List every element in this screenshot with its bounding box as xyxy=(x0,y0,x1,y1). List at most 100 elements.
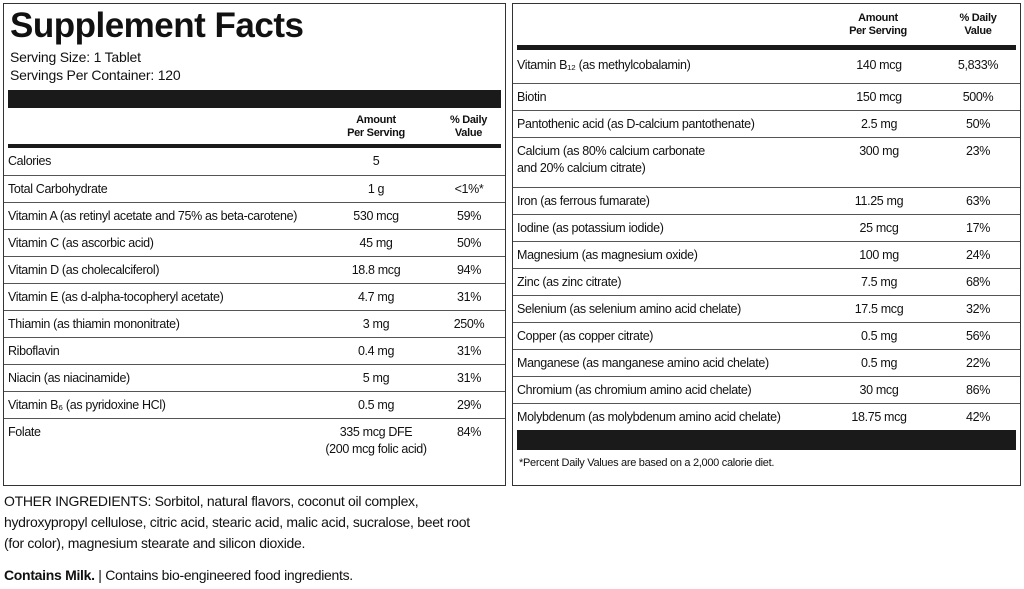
table-row: Folate 335 mcg DFE (200 mcg folic acid) 84… xyxy=(4,418,505,482)
daily-value: 86% xyxy=(966,383,990,397)
amount: 0.4 mg xyxy=(357,344,395,358)
contains-bold: Contains Milk. xyxy=(4,567,95,583)
amount: 335 mcg DFE (200 mcg folic acid) xyxy=(325,425,427,456)
title: Supplement Facts xyxy=(10,6,304,45)
table-row: Iron (as ferrous fumarate) 11.25 mg 63% xyxy=(513,187,1020,215)
nutrient-name: Vitamin A (as retinyl acetate and 75% as… xyxy=(8,209,298,223)
amount: 25 mcg xyxy=(859,221,899,235)
contains-rest: | Contains bio-engineered food ingredien… xyxy=(98,567,353,583)
serving-size: Serving Size: 1 Tablet xyxy=(10,49,141,65)
nutrient-name: Pantothenic acid (as D-calcium pantothen… xyxy=(517,117,755,131)
column-header: % Daily Value xyxy=(449,114,488,139)
nutrient-name: Vitamin B₁₂ (as methylcobalamin) xyxy=(517,58,691,72)
amount: 11.25 mg xyxy=(854,194,904,208)
contains: Contains Milk. | Contains bio-engineered… xyxy=(4,565,353,586)
table-row: Vitamin A (as retinyl acetate and 75% as… xyxy=(4,202,505,230)
amount: 1 g xyxy=(367,182,385,196)
amount: 140 mcg xyxy=(856,58,902,72)
table-row: Calcium (as 80% calcium carbonate and 20… xyxy=(513,137,1020,188)
table-row: Thiamin (as thiamin mononitrate) 3 mg 250% xyxy=(4,310,505,338)
amount: 0.5 mg xyxy=(860,329,898,343)
left-panel: Supplement Facts Serving Size: 1 Tablet … xyxy=(3,3,506,486)
table-row: Manganese (as manganese amino acid chela… xyxy=(513,349,1020,377)
table-row: Calories 5 xyxy=(4,148,505,175)
daily-value: 24% xyxy=(966,248,990,262)
daily-value: 29% xyxy=(457,398,481,412)
table-row: Magnesium (as magnesium oxide) 100 mg 24% xyxy=(513,241,1020,269)
table-row: Vitamin B₆ (as pyridoxine HCl) 0.5 mg 29% xyxy=(4,391,505,419)
table-row: Pantothenic acid (as D-calcium pantothen… xyxy=(513,110,1020,138)
daily-value: 59% xyxy=(457,209,481,223)
nutrient-name: Molybdenum (as molybdenum amino acid che… xyxy=(517,410,781,424)
nutrient-name: Thiamin (as thiamin mononitrate) xyxy=(8,317,180,331)
table-row: Biotin 150 mcg 500% xyxy=(513,83,1020,111)
amount: 0.5 mg xyxy=(860,356,898,370)
nutrient-name: Calcium (as 80% calcium carbonate and 20… xyxy=(517,144,705,175)
column-header: Amount Per Serving xyxy=(347,114,405,139)
table-row: Vitamin D (as cholecalciferol) 18.8 mcg 94… xyxy=(4,256,505,284)
amount: 3 mg xyxy=(362,317,390,331)
table-row: Copper (as copper citrate) 0.5 mg 56% xyxy=(513,322,1020,350)
nutrient-name: Iron (as ferrous fumarate) xyxy=(517,194,650,208)
amount: 5 xyxy=(372,154,380,168)
servings-per-container: Servings Per Container: 120 xyxy=(10,67,181,83)
table-row: Riboflavin 0.4 mg 31% xyxy=(4,337,505,365)
nutrient-name: Biotin xyxy=(517,90,547,104)
nutrient-name: Selenium (as selenium amino acid chelate… xyxy=(517,302,741,316)
amount: 150 mcg xyxy=(856,90,902,104)
daily-value: 42% xyxy=(966,410,990,424)
nutrient-name: Riboflavin xyxy=(8,344,60,358)
amount: 5 mg xyxy=(362,371,390,385)
nutrient-name: Vitamin D (as cholecalciferol) xyxy=(8,263,160,277)
daily-value: 250% xyxy=(453,317,485,331)
nutrient-name: Magnesium (as magnesium oxide) xyxy=(517,248,698,262)
daily-value: 56% xyxy=(966,329,990,343)
nutrient-name: Vitamin C (as ascorbic acid) xyxy=(8,236,154,250)
amount: 4.7 mg xyxy=(357,290,395,304)
nutrient-name: Niacin (as niacinamide) xyxy=(8,371,130,385)
daily-value: 50% xyxy=(966,117,990,131)
amount: 7.5 mg xyxy=(860,275,898,289)
nutrient-name: Total Carbohydrate xyxy=(8,182,108,196)
table-row: Selenium (as selenium amino acid chelate… xyxy=(513,295,1020,323)
amount: 530 mcg xyxy=(353,209,399,223)
daily-value: 84% xyxy=(457,425,481,439)
amount: 45 mg xyxy=(359,236,393,250)
daily-value: 94% xyxy=(457,263,481,277)
black-bar xyxy=(8,90,501,108)
daily-value: 22% xyxy=(966,356,990,370)
daily-value: 500% xyxy=(962,90,994,104)
daily-value: 31% xyxy=(457,371,481,385)
thick-rule xyxy=(517,45,1016,50)
nutrient-name: Vitamin B₆ (as pyridoxine HCl) xyxy=(8,398,166,412)
table-row: Total Carbohydrate 1 g <1%* xyxy=(4,175,505,203)
amount: 100 mg xyxy=(859,248,899,262)
right-panel: Amount Per Serving % Daily Value *Percen… xyxy=(512,3,1021,486)
table-row: Vitamin C (as ascorbic acid) 45 mg 50% xyxy=(4,229,505,257)
amount: 30 mcg xyxy=(859,383,899,397)
table-row: Chromium (as chromium amino acid chelate… xyxy=(513,376,1020,404)
table-row: Iodine (as potassium iodide) 25 mcg 17% xyxy=(513,214,1020,242)
nutrient-name: Chromium (as chromium amino acid chelate… xyxy=(517,383,752,397)
amount: 18.75 mcg xyxy=(851,410,907,424)
footnote: *Percent Daily Values are based on a 2,0… xyxy=(519,457,775,469)
nutrient-name: Iodine (as potassium iodide) xyxy=(517,221,664,235)
daily-value: 5,833% xyxy=(957,58,999,72)
column-header: % Daily Value xyxy=(959,12,997,37)
daily-value: 63% xyxy=(966,194,990,208)
daily-value: 23% xyxy=(966,144,990,158)
nutrient-name: Copper (as copper citrate) xyxy=(517,329,654,343)
daily-value: 32% xyxy=(966,302,990,316)
amount: 300 mg xyxy=(859,144,899,158)
amount: 18.8 mcg xyxy=(351,263,401,277)
nutrient-name: Folate xyxy=(8,425,41,439)
daily-value: 31% xyxy=(457,290,481,304)
nutrient-name: Calories xyxy=(8,154,52,168)
nutrient-name: Manganese (as manganese amino acid chela… xyxy=(517,356,769,370)
nutrient-name: Zinc (as zinc citrate) xyxy=(517,275,622,289)
table-row: Zinc (as zinc citrate) 7.5 mg 68% xyxy=(513,268,1020,296)
amount: 2.5 mg xyxy=(860,117,898,131)
thick-rule xyxy=(8,144,501,148)
daily-value: <1%* xyxy=(454,182,484,196)
